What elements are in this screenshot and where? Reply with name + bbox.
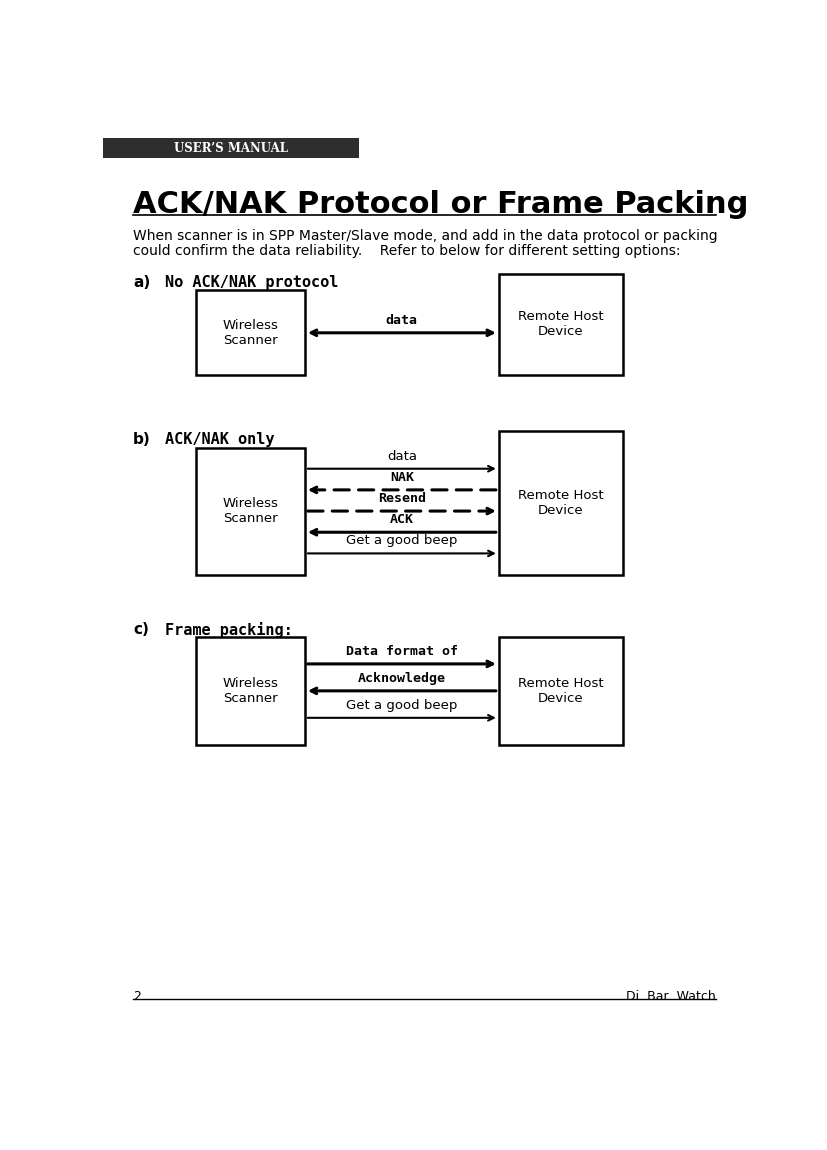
Text: Resend: Resend bbox=[377, 492, 425, 505]
Text: Remote Host
Device: Remote Host Device bbox=[518, 310, 603, 338]
Text: 2: 2 bbox=[133, 990, 141, 1004]
Text: c): c) bbox=[133, 621, 149, 637]
Text: No ACK/NAK protocol: No ACK/NAK protocol bbox=[165, 275, 338, 290]
Bar bbox=[196, 447, 304, 575]
Text: a): a) bbox=[133, 275, 150, 290]
Text: b): b) bbox=[133, 432, 151, 447]
Text: Di  Bar  Watch: Di Bar Watch bbox=[625, 990, 715, 1004]
Bar bbox=[498, 637, 622, 745]
Text: NAK: NAK bbox=[390, 470, 414, 484]
Text: Acknowledge: Acknowledge bbox=[357, 672, 445, 684]
Text: Wireless
Scanner: Wireless Scanner bbox=[222, 319, 279, 347]
Text: Wireless
Scanner: Wireless Scanner bbox=[222, 497, 279, 526]
Text: Wireless
Scanner: Wireless Scanner bbox=[222, 677, 279, 705]
Text: Get a good beep: Get a good beep bbox=[346, 699, 457, 712]
Text: data: data bbox=[386, 450, 416, 462]
Text: ACK/NAK only: ACK/NAK only bbox=[165, 432, 275, 447]
Text: ACK: ACK bbox=[390, 513, 414, 526]
Text: Remote Host
Device: Remote Host Device bbox=[518, 489, 603, 516]
Bar bbox=[196, 291, 304, 375]
Bar bbox=[196, 637, 304, 745]
Text: data: data bbox=[385, 314, 418, 327]
Text: Frame packing:: Frame packing: bbox=[165, 621, 293, 637]
Text: could confirm the data reliability.    Refer to below for different setting opti: could confirm the data reliability. Refe… bbox=[133, 244, 680, 259]
Bar bbox=[498, 430, 622, 575]
Text: Data format of: Data format of bbox=[346, 645, 457, 658]
Text: When scanner is in SPP Master/Slave mode, and add in the data protocol or packin: When scanner is in SPP Master/Slave mode… bbox=[133, 229, 717, 243]
Text: USER’S MANUAL: USER’S MANUAL bbox=[174, 141, 288, 154]
Text: Remote Host
Device: Remote Host Device bbox=[518, 677, 603, 705]
Text: Get a good beep: Get a good beep bbox=[346, 535, 457, 547]
Text: ACK/NAK Protocol or Frame Packing: ACK/NAK Protocol or Frame Packing bbox=[133, 191, 748, 220]
Bar bbox=[103, 138, 359, 158]
Bar bbox=[498, 274, 622, 375]
